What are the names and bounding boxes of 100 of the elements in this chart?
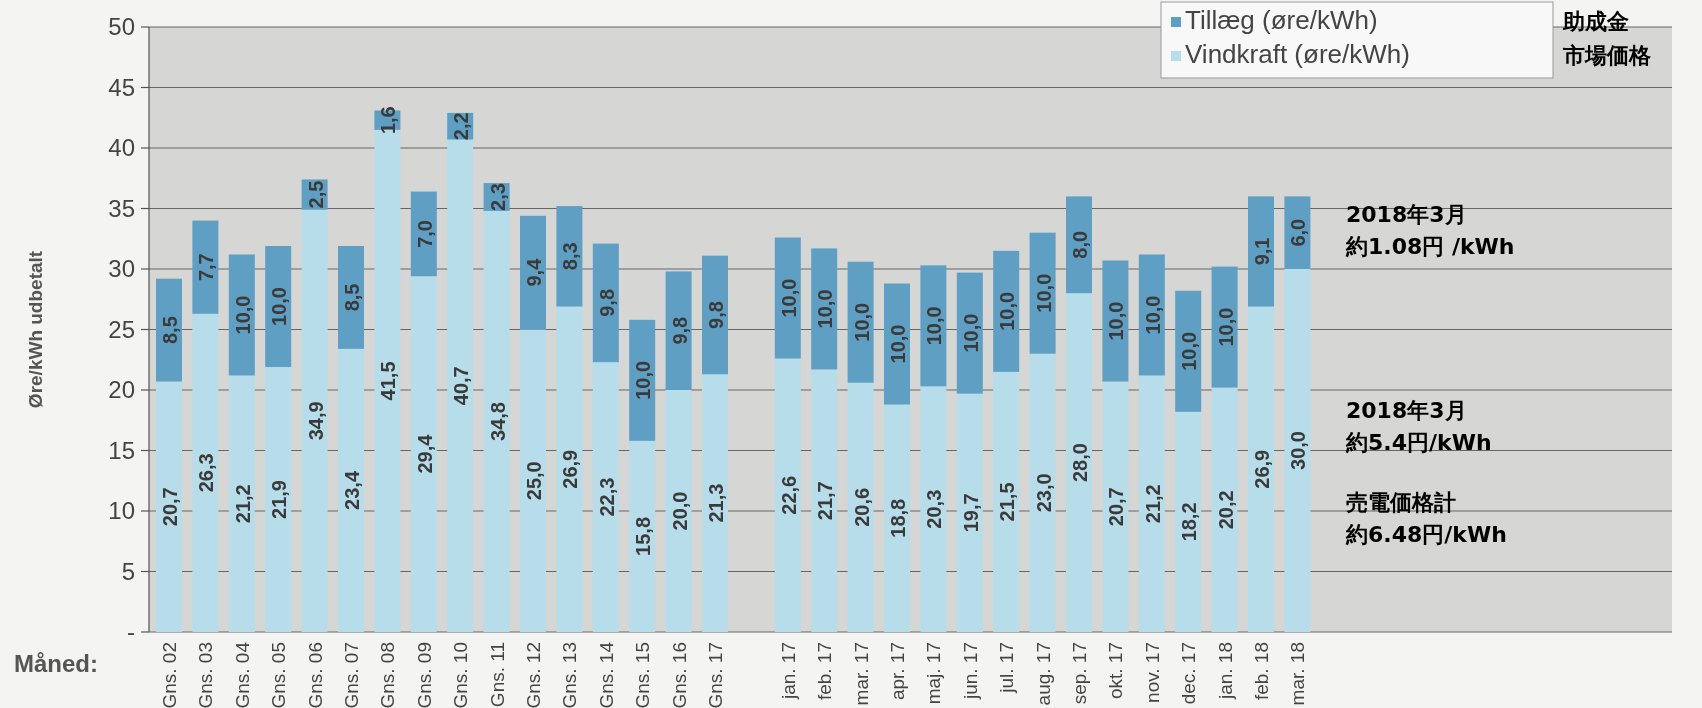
bar (156, 278, 182, 382)
bar (592, 362, 619, 632)
y-tick-label: 10 (108, 497, 135, 524)
bar (156, 381, 182, 632)
data-label: 30,0 (1287, 431, 1310, 470)
data-label: 41,5 (377, 361, 400, 401)
bar (1248, 306, 1274, 632)
data-label: 21,9 (268, 480, 291, 519)
data-label: 25,0 (523, 461, 545, 501)
text: 助成金 (1562, 9, 1629, 34)
bar (1102, 381, 1129, 632)
x-tick-label: Gns. 05 (268, 642, 290, 708)
data-label: 21,2 (231, 484, 254, 524)
data-label: 10,0 (814, 289, 837, 329)
x-tick-label: Gns. 07 (341, 642, 362, 708)
data-label: 34,9 (304, 401, 327, 441)
data-label: 20,0 (668, 491, 691, 531)
data-label: 8,5 (159, 316, 181, 345)
y-tick-label: 45 (108, 73, 135, 101)
y-tick-label: 5 (121, 557, 135, 585)
bar (265, 246, 292, 368)
bar (811, 248, 838, 370)
y-tick-label: 50 (108, 13, 135, 40)
text: 約5.4円/kWh (1345, 430, 1492, 455)
bar (884, 404, 910, 632)
data-label: 20,7 (159, 487, 181, 527)
data-label: 23,0 (1032, 473, 1055, 513)
bar (665, 271, 692, 390)
data-label: 34,8 (486, 401, 509, 441)
bar (1029, 232, 1056, 354)
data-label: 10,0 (1032, 273, 1055, 313)
data-label: 8,3 (559, 242, 582, 271)
data-label: 20,3 (923, 489, 946, 529)
data-label: 10,0 (850, 302, 873, 342)
x-tick-label: Gns. 03 (195, 642, 217, 708)
bar (338, 348, 364, 632)
x-tick-label: Gns. 16 (668, 642, 690, 708)
data-label: 20,6 (850, 487, 873, 527)
data-label: 10,0 (959, 313, 982, 353)
x-axis-title: Måned: (14, 650, 98, 677)
bar (410, 191, 437, 277)
x-tick-label: feb. 18 (1251, 642, 1272, 701)
bar (265, 367, 292, 632)
bar (993, 250, 1020, 372)
y-tick-label: - (127, 618, 135, 645)
data-label: 10,0 (777, 278, 800, 318)
data-label: 26,9 (559, 449, 582, 489)
text: 約6.48円/kWh (1345, 522, 1507, 547)
x-tick-label: Gns. 17 (705, 642, 726, 708)
bar (483, 210, 510, 632)
data-label: 20,7 (1105, 487, 1128, 527)
legend-label: Vindkraft (øre/kWh) (1185, 39, 1410, 69)
bar (847, 261, 874, 383)
y-tick-label: 30 (108, 255, 135, 282)
bar (811, 369, 838, 632)
x-tick-label: Gns. 08 (377, 642, 399, 708)
bar (1211, 387, 1238, 632)
data-label: 21,2 (1141, 484, 1164, 524)
data-label: 10,0 (632, 360, 655, 400)
x-tick-label: Gns. 12 (523, 642, 544, 708)
data-label: 10,0 (887, 324, 909, 364)
data-label: 28,0 (1069, 443, 1091, 483)
x-tick-label: Gns. 02 (159, 642, 180, 708)
bar (1248, 196, 1274, 307)
data-label: 2,5 (304, 180, 327, 209)
bar (702, 374, 728, 632)
data-label: 22,3 (595, 477, 618, 517)
data-label: 7,0 (413, 220, 436, 248)
bar (1138, 375, 1165, 632)
data-label: 19,7 (959, 493, 982, 533)
data-label: 10,0 (996, 291, 1019, 331)
bar (1138, 254, 1165, 376)
data-label: 10,0 (268, 287, 291, 326)
data-label: 10,0 (1178, 331, 1201, 371)
data-label: 10,0 (231, 295, 254, 335)
bar (1066, 196, 1092, 294)
y-tick-label: 40 (108, 134, 135, 161)
data-label: 21,7 (814, 481, 837, 521)
data-label: 8,0 (1069, 230, 1091, 259)
bar (1284, 269, 1311, 632)
bar (1029, 353, 1056, 632)
x-tick-label: Gns. 09 (413, 642, 435, 708)
data-label: 21,5 (996, 482, 1019, 522)
x-tick-label: sep. 17 (1069, 642, 1090, 705)
data-label: 29,4 (413, 433, 436, 474)
data-label: 15,8 (632, 516, 655, 556)
data-label: 26,3 (195, 453, 218, 493)
data-label: 2,3 (486, 183, 509, 211)
text: 約1.08円 /kWh (1345, 234, 1515, 259)
bar (774, 358, 801, 632)
bar (556, 206, 583, 307)
x-tick-label: nov. 17 (1141, 642, 1163, 703)
bar (702, 255, 728, 375)
bar (884, 283, 910, 405)
bar (1066, 293, 1092, 632)
bar (1102, 260, 1129, 382)
data-label: 8,5 (341, 283, 363, 312)
bar (774, 237, 801, 359)
y-tick-label: 35 (108, 194, 135, 222)
data-label: 23,4 (341, 470, 363, 510)
